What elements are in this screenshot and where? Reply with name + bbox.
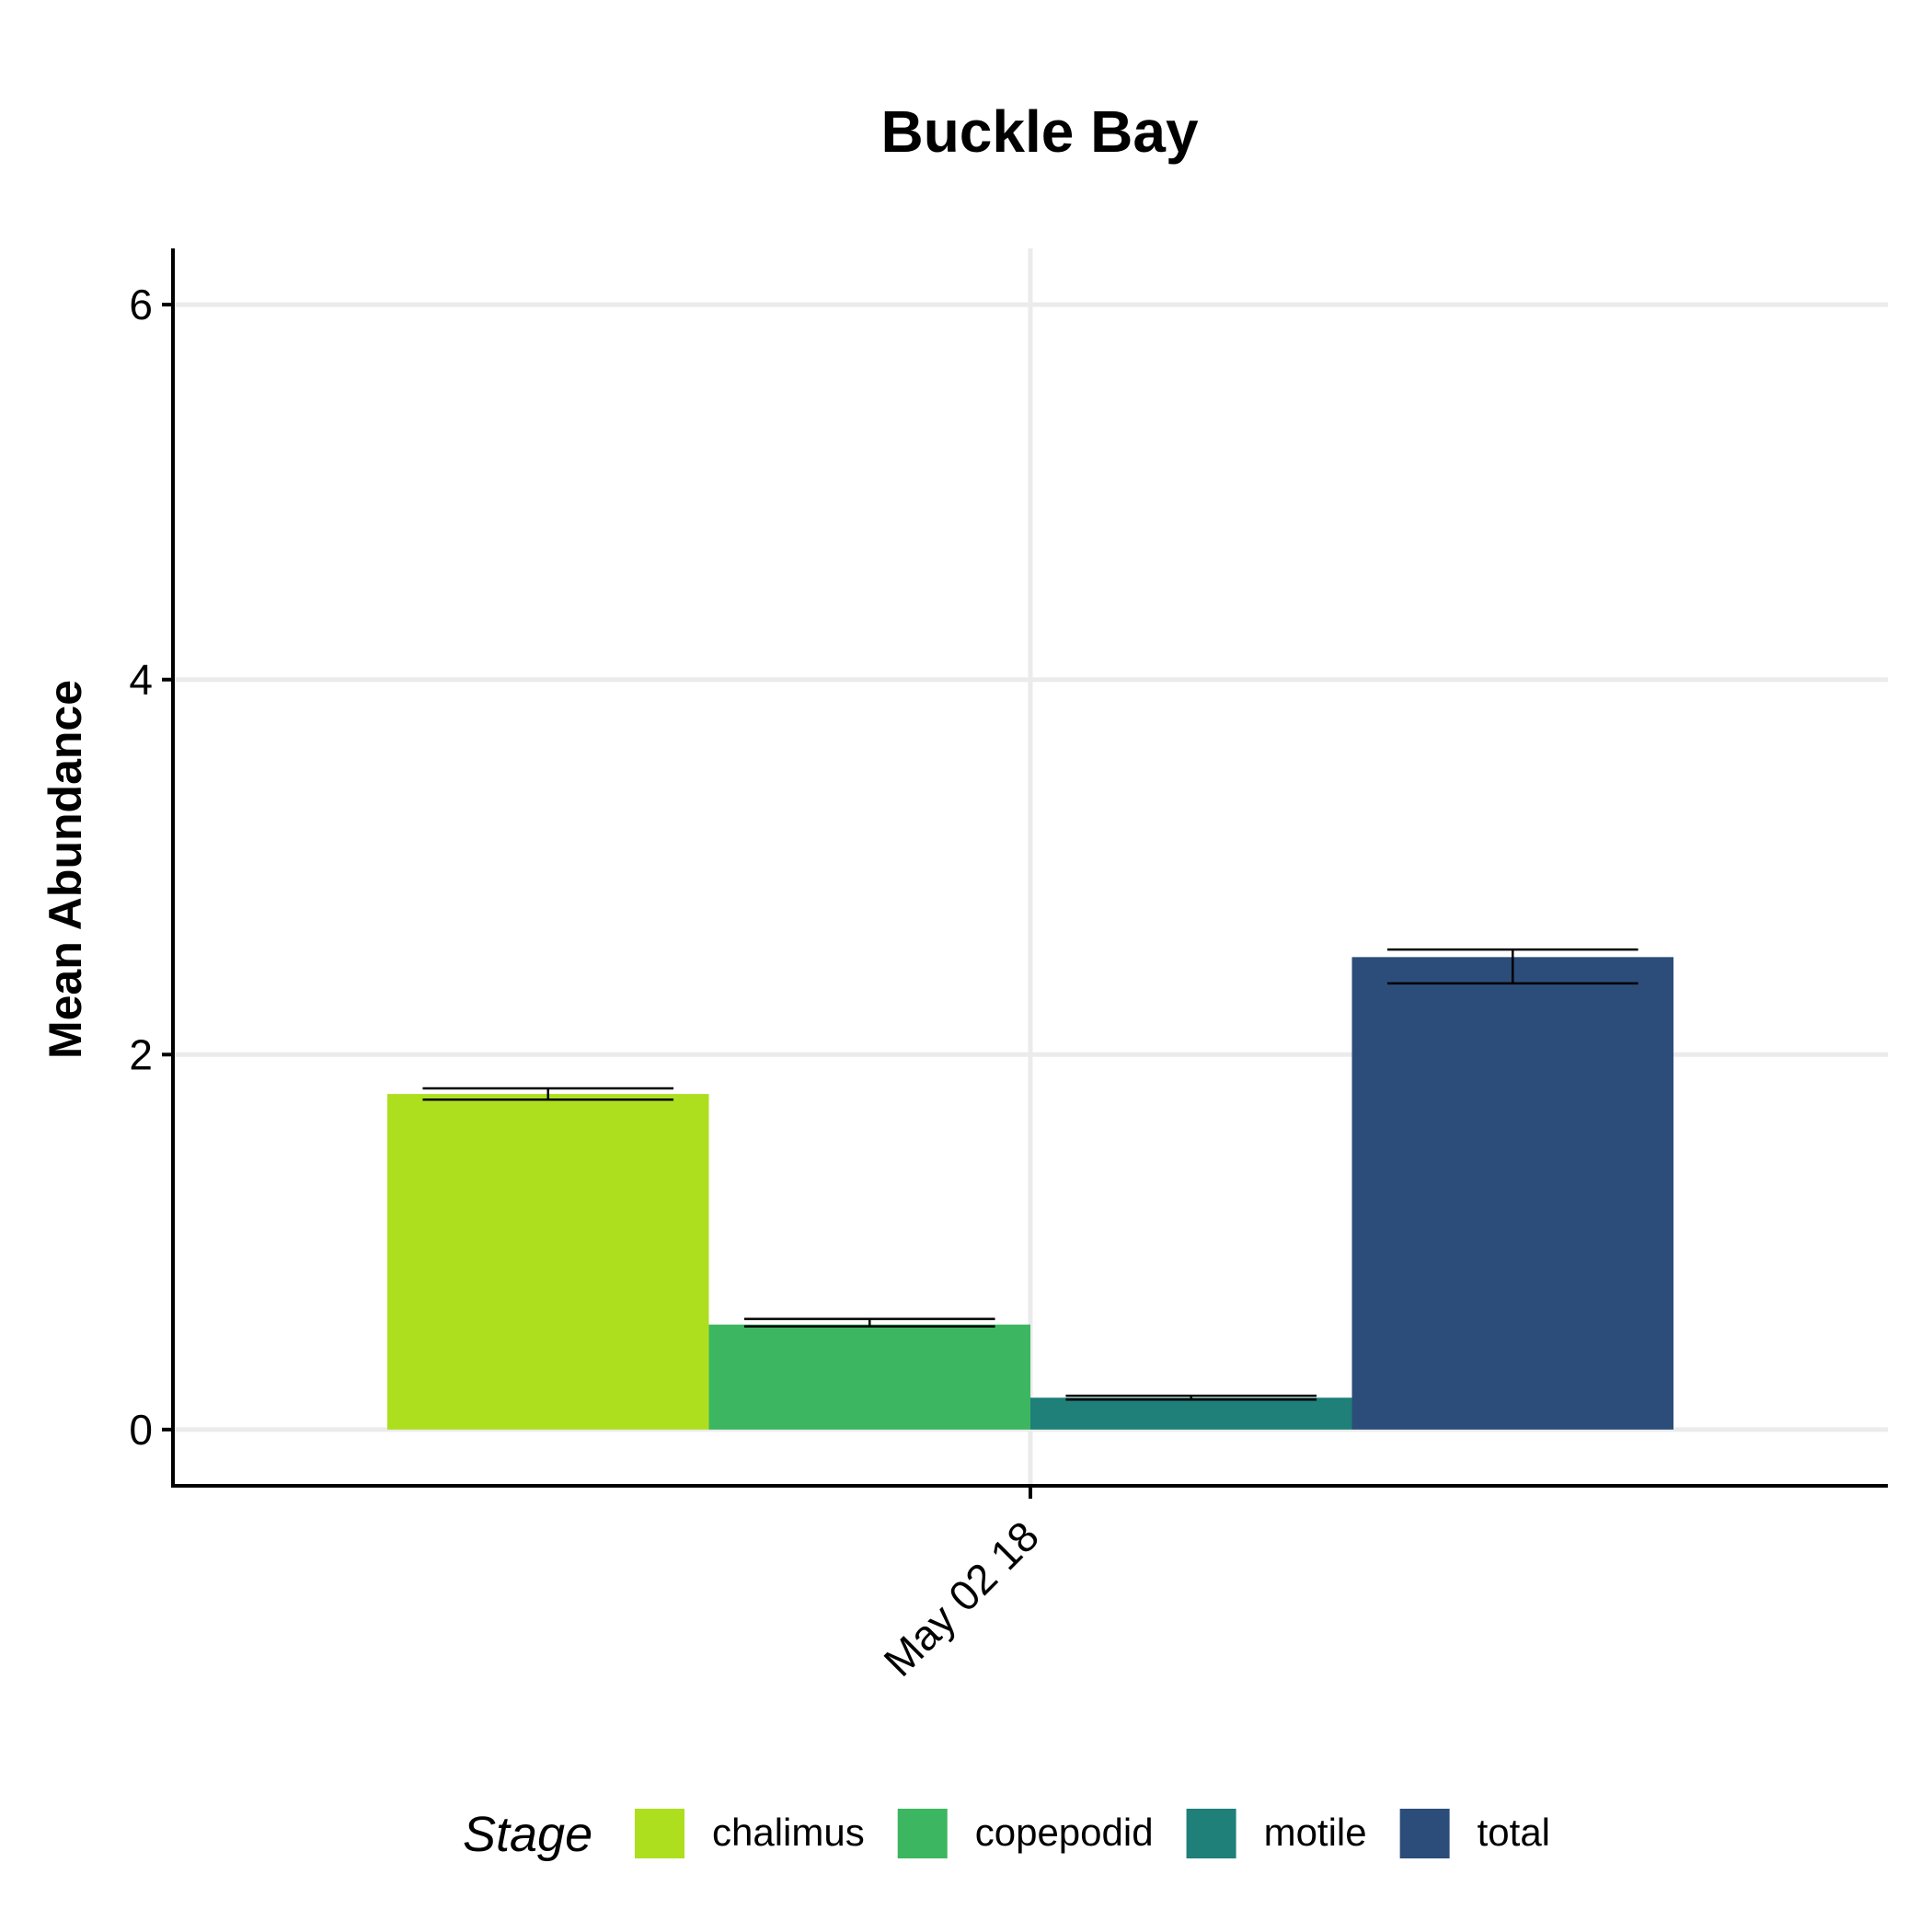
legend-label-total: total <box>1478 1811 1550 1854</box>
legend-swatch-motile <box>1186 1809 1236 1858</box>
axes <box>162 248 1888 1499</box>
tick-labels: 0 2 4 6 May 02 18 <box>129 281 1048 1685</box>
bar-copepodid <box>708 1324 1030 1430</box>
legend: Stage chalimus copepodid motile total <box>463 1807 1550 1862</box>
legend-title: Stage <box>463 1807 592 1862</box>
y-tick-label: 2 <box>129 1030 153 1078</box>
bar-total <box>1351 957 1673 1430</box>
y-tick-label: 6 <box>129 281 153 328</box>
y-axis-label: Mean Abundance <box>40 680 91 1059</box>
bar-chalimus <box>387 1094 709 1430</box>
legend-label-motile: motile <box>1264 1811 1367 1854</box>
bar-motile <box>1030 1397 1352 1430</box>
legend-label-copepodid: copepodid <box>975 1811 1154 1854</box>
legend-swatch-chalimus <box>635 1809 684 1858</box>
x-tick-label: May 02 18 <box>874 1512 1048 1685</box>
legend-swatch-copepodid <box>897 1809 948 1858</box>
y-tick-label: 4 <box>129 656 153 704</box>
error-bars <box>422 948 1639 1401</box>
y-tick-label: 0 <box>129 1406 153 1454</box>
chart-title: Buckle Bay <box>880 98 1198 165</box>
legend-swatch-total <box>1399 1809 1450 1858</box>
legend-label-chalimus: chalimus <box>712 1811 865 1854</box>
bars <box>387 957 1673 1430</box>
